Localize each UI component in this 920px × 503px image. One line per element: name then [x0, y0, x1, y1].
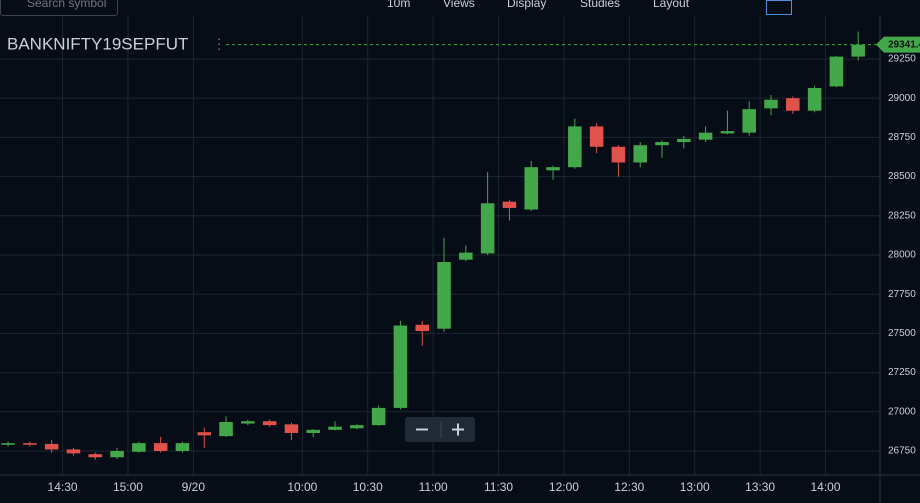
y-tick-label: 29000	[888, 93, 916, 104]
zoom-control	[405, 417, 475, 442]
y-tick-label: 28000	[888, 250, 916, 261]
candle-body	[219, 421, 233, 437]
candle-body	[502, 201, 517, 208]
candle-body	[786, 98, 800, 111]
candle-body	[175, 443, 190, 452]
candle-body	[720, 131, 735, 134]
candle-body	[807, 87, 822, 111]
x-tick-label: 14:30	[48, 480, 78, 494]
candle-body	[241, 421, 255, 424]
candle-body	[132, 443, 146, 452]
candle-body	[110, 451, 124, 458]
candle-body	[284, 424, 299, 433]
x-tick-label: 12:30	[614, 480, 644, 494]
candle-body	[306, 429, 320, 433]
last-price-label: 29341.4	[888, 39, 920, 50]
menu[interactable]: Display	[507, 0, 547, 10]
x-tick-label: 13:00	[680, 480, 710, 494]
last-price-tag	[876, 36, 920, 53]
candle-body	[415, 324, 429, 332]
candle-body	[589, 126, 604, 147]
x-tick-label: 12:00	[549, 480, 579, 494]
candle-body	[524, 167, 538, 210]
y-tick-label: 27000	[888, 406, 916, 417]
candle-body	[655, 142, 669, 146]
search-box[interactable]: Search symbol	[0, 0, 118, 16]
interval[interactable]: 10m	[387, 0, 411, 10]
x-tick-label: 10:30	[353, 480, 383, 494]
candle-body	[677, 138, 691, 143]
x-tick-label: 15:00	[113, 480, 143, 494]
y-tick-label: 28250	[888, 210, 916, 221]
candle-body	[393, 325, 408, 408]
y-tick-label: 29250	[888, 54, 916, 65]
candle-body	[197, 432, 212, 436]
menu[interactable]: Views	[443, 0, 475, 10]
candle-body	[698, 132, 713, 140]
toolbar: Search symbol 10m Views Display Studies …	[0, 0, 920, 16]
y-tick-label: 27750	[888, 289, 916, 300]
x-tick-label: 13:30	[745, 480, 775, 494]
zoom-icons	[416, 421, 464, 438]
x-tick-label: 14:00	[810, 480, 840, 494]
candle-body	[371, 407, 386, 426]
candle-body	[742, 109, 756, 133]
candle-body	[633, 145, 647, 163]
x-tick-label: 10:00	[287, 480, 317, 494]
candle-body	[480, 203, 495, 254]
x-tick-label: 9/20	[182, 480, 206, 494]
menu[interactable]: Layout	[653, 0, 690, 10]
candle-body	[23, 443, 37, 445]
candle-body	[1, 443, 15, 445]
candle-body	[153, 443, 168, 452]
y-tick-label: 27500	[888, 328, 916, 339]
candle-body	[328, 426, 342, 430]
chart-title: BANKNIFTY19SEPFUT	[7, 34, 188, 53]
candle-body	[568, 126, 582, 168]
candle-body	[88, 454, 103, 458]
candle-body	[611, 146, 626, 163]
search-placeholder: Search symbol	[27, 0, 107, 10]
candle-body	[66, 449, 81, 454]
y-tick-label: 26750	[888, 446, 916, 457]
candle-body	[851, 44, 865, 57]
x-tick-label: 11:00	[419, 480, 448, 494]
candle-body	[262, 421, 277, 426]
candle-body	[350, 425, 364, 429]
x-tick-label: 11:30	[484, 480, 513, 494]
y-tick-label: 28500	[888, 171, 916, 182]
tool-button[interactable]	[766, 0, 792, 15]
candle-body	[829, 56, 844, 87]
candle-body	[459, 252, 473, 260]
candle-body	[764, 99, 778, 109]
y-tick-label: 28750	[888, 132, 916, 143]
menu[interactable]: Studies	[580, 0, 621, 10]
candle-body	[437, 262, 451, 329]
candle-body	[546, 167, 560, 171]
menu-dots[interactable]: ⋮	[212, 36, 226, 52]
candle-body	[44, 443, 59, 450]
y-tick-label: 27250	[888, 367, 916, 378]
